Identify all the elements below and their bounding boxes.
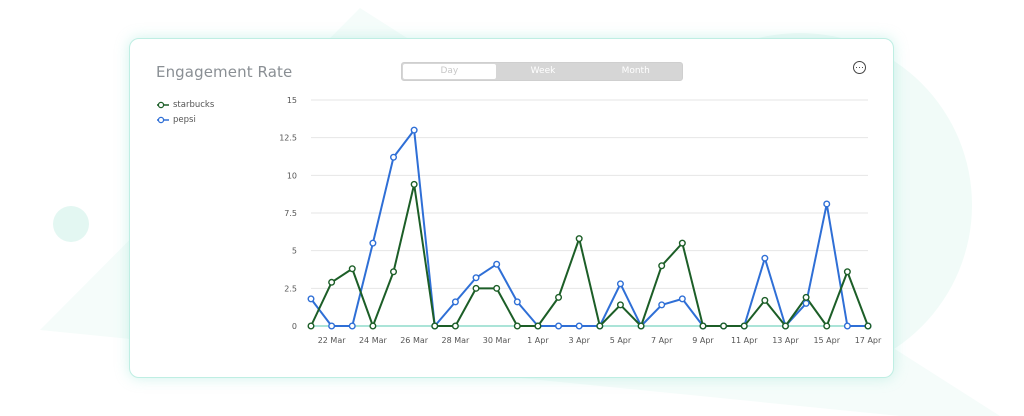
point-starbucks-25[interactable] — [823, 322, 831, 330]
point-starbucks-9[interactable] — [493, 284, 501, 292]
point-starbucks-17[interactable] — [658, 262, 666, 270]
y-tick-label-5: 12.5 — [279, 134, 297, 143]
legend-item-pepsi[interactable]: pepsi — [157, 112, 214, 127]
point-pepsi-10[interactable] — [513, 298, 521, 306]
point-pepsi-26[interactable] — [843, 322, 851, 330]
point-starbucks-22[interactable] — [761, 296, 769, 304]
x-tick-label-5: 1 Apr — [527, 336, 549, 345]
x-tick-label-11: 13 Apr — [772, 336, 799, 345]
ellipsis-icon[interactable]: ··· — [853, 61, 866, 74]
point-starbucks-5[interactable] — [410, 180, 418, 188]
point-pepsi-15[interactable] — [616, 280, 624, 288]
legend-marker-starbucks — [157, 101, 169, 108]
x-tick-label-4: 30 Mar — [483, 336, 512, 345]
y-tick-label-0: 0 — [292, 322, 297, 331]
point-starbucks-12[interactable] — [555, 293, 563, 301]
x-tick-label-3: 28 Mar — [441, 336, 470, 345]
point-starbucks-23[interactable] — [781, 322, 789, 330]
y-tick-label-1: 2.5 — [284, 284, 297, 293]
x-tick-label-13: 17 Apr — [855, 336, 882, 345]
point-pepsi-9[interactable] — [493, 260, 501, 268]
point-pepsi-1[interactable] — [328, 322, 336, 330]
point-starbucks-14[interactable] — [596, 322, 604, 330]
chart-legend: starbucks pepsi — [157, 97, 214, 127]
legend-marker-pepsi — [157, 116, 169, 123]
x-tick-label-10: 11 Apr — [731, 336, 758, 345]
tab-month[interactable]: Month — [621, 66, 650, 76]
point-starbucks-10[interactable] — [513, 322, 521, 330]
period-toggle: Day Week Month — [401, 62, 683, 81]
point-starbucks-1[interactable] — [328, 278, 336, 286]
point-starbucks-11[interactable] — [534, 322, 542, 330]
point-starbucks-4[interactable] — [390, 268, 398, 276]
point-pepsi-17[interactable] — [658, 301, 666, 309]
series-line-starbucks — [310, 183, 869, 327]
engagement-rate-card: Engagement Rate Day Week Month ··· starb… — [129, 38, 894, 378]
y-tick-label-4: 10 — [287, 171, 297, 180]
point-pepsi-5[interactable] — [410, 126, 418, 134]
point-pepsi-7[interactable] — [451, 298, 459, 306]
x-tick-label-7: 5 Apr — [610, 336, 632, 345]
x-tick-label-1: 24 Mar — [359, 336, 388, 345]
x-tick-label-9: 9 Apr — [692, 336, 714, 345]
point-starbucks-16[interactable] — [637, 322, 645, 330]
x-tick-label-6: 3 Apr — [568, 336, 590, 345]
point-pepsi-3[interactable] — [369, 239, 377, 247]
point-starbucks-6[interactable] — [431, 322, 439, 330]
point-starbucks-27[interactable] — [864, 322, 872, 330]
point-starbucks-0[interactable] — [307, 322, 315, 330]
point-pepsi-25[interactable] — [823, 200, 831, 208]
x-tick-label-0: 22 Mar — [318, 336, 347, 345]
legend-item-starbucks[interactable]: starbucks — [157, 97, 214, 112]
point-starbucks-3[interactable] — [369, 322, 377, 330]
point-pepsi-8[interactable] — [472, 274, 480, 282]
point-pepsi-2[interactable] — [348, 322, 356, 330]
point-starbucks-2[interactable] — [348, 265, 356, 273]
series-line-pepsi — [310, 129, 868, 327]
point-pepsi-18[interactable] — [678, 295, 686, 303]
legend-label-starbucks: starbucks — [173, 99, 215, 110]
point-pepsi-0[interactable] — [307, 295, 315, 303]
point-pepsi-13[interactable] — [575, 322, 583, 330]
x-tick-label-12: 15 Apr — [813, 336, 840, 345]
y-tick-label-6: 15 — [287, 96, 297, 105]
point-starbucks-13[interactable] — [575, 235, 583, 243]
point-pepsi-4[interactable] — [390, 153, 398, 161]
point-starbucks-8[interactable] — [472, 284, 480, 292]
point-pepsi-24[interactable] — [802, 299, 810, 307]
point-starbucks-20[interactable] — [720, 322, 728, 330]
engagement-line-chart: 0 2.5 5 7.5 10 12.5 15 22 Mar 24 Mar 26 Mar 28 Mar… — [279, 96, 882, 345]
y-tick-label-2: 5 — [292, 247, 297, 256]
x-tick-label-2: 26 Mar — [400, 336, 429, 345]
tab-week[interactable]: Week — [530, 66, 556, 76]
x-tick-label-8: 7 Apr — [651, 336, 673, 345]
point-starbucks-15[interactable] — [616, 301, 624, 309]
point-pepsi-12[interactable] — [555, 322, 563, 330]
point-pepsi-22[interactable] — [761, 254, 769, 262]
point-starbucks-19[interactable] — [699, 322, 707, 330]
tab-day[interactable]: Day — [403, 64, 496, 79]
point-starbucks-18[interactable] — [678, 239, 686, 247]
card-title: Engagement Rate — [156, 63, 293, 81]
point-starbucks-7[interactable] — [451, 322, 459, 330]
legend-label-pepsi: pepsi — [173, 114, 196, 125]
y-tick-label-3: 7.5 — [284, 209, 297, 218]
point-starbucks-21[interactable] — [740, 322, 748, 330]
point-starbucks-26[interactable] — [843, 268, 851, 276]
point-starbucks-24[interactable] — [802, 293, 810, 301]
